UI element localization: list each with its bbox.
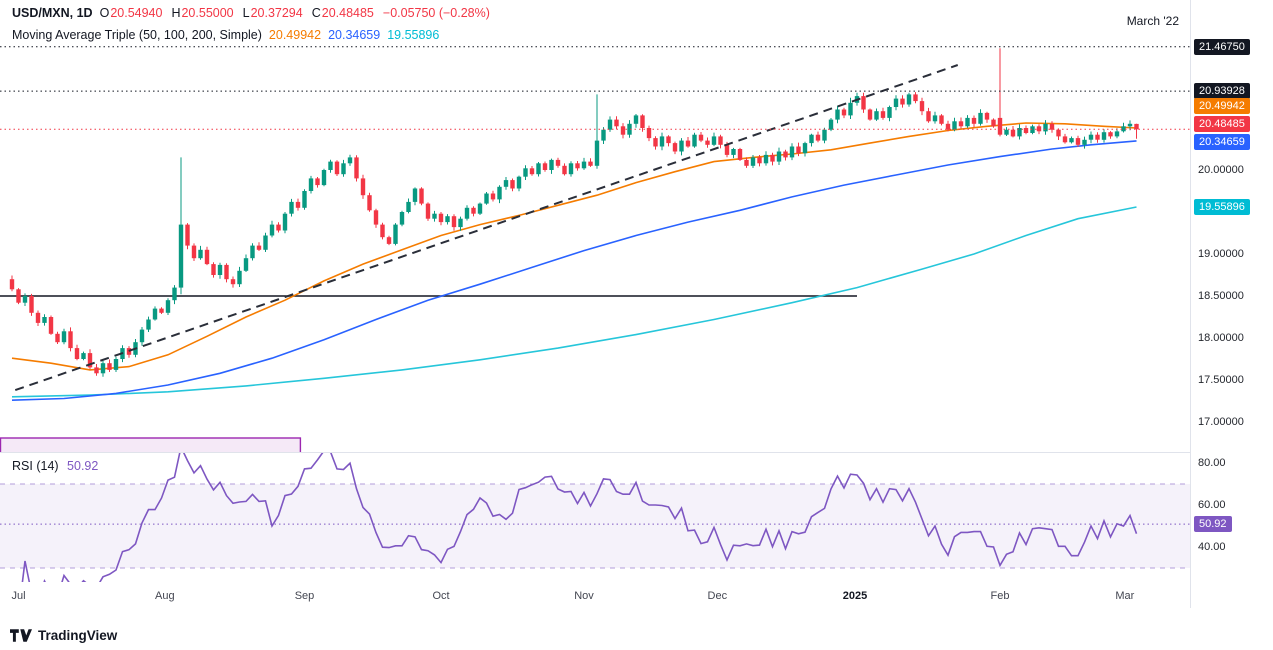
price-axis-label: 17.00000 (1198, 416, 1244, 428)
low-value: 20.37294 (250, 6, 303, 20)
time-axis-label[interactable]: Feb (990, 590, 1010, 602)
time-axis-label[interactable]: Mar (1115, 590, 1135, 602)
tradingview-logo-icon (10, 629, 32, 642)
price-axis-label: 18.50000 (1198, 290, 1244, 302)
tradingview-logo-text: TradingView (38, 628, 118, 643)
time-axis-label[interactable]: Oct (432, 590, 450, 602)
price-axis-badge: 21.46750 (1194, 39, 1250, 55)
price-axis-label: 18.00000 (1198, 332, 1244, 344)
ma50-value: 20.49942 (268, 28, 322, 42)
ma200-value: 19.55896 (387, 28, 440, 42)
rsi-line[interactable] (19, 452, 1138, 582)
rsi-legend: RSI (14) 50.92 (12, 459, 98, 473)
price-chart-pane[interactable] (0, 0, 1190, 452)
time-axis-label[interactable]: Nov (574, 590, 594, 602)
price-axis-label: 19.00000 (1198, 248, 1244, 260)
rsi-indicator-pane[interactable] (0, 452, 1190, 582)
rsi-legend-value: 50.92 (67, 459, 99, 473)
ma-indicator-legend[interactable]: Moving Average Triple (50, 100, 200, Sim… (12, 28, 262, 42)
time-axis-label[interactable]: Dec (707, 590, 728, 602)
chart-legend: USD/MXN, 1D O20.54940 H20.55000 L20.3729… (12, 6, 490, 43)
low-label: L (242, 6, 250, 20)
rsi-axis-label: 80.00 (1198, 457, 1226, 469)
trendline-dashed[interactable] (14, 64, 959, 392)
high-value: 20.55000 (181, 6, 234, 20)
price-axis[interactable]: 20.00000 19.00000 18.50000 18.00000 17.50000… (1190, 0, 1273, 608)
price-axis-badge: 20.49942 (1194, 98, 1250, 114)
symbol-title[interactable]: USD/MXN, 1D (12, 6, 93, 20)
time-axis-label[interactable]: Aug (155, 590, 175, 602)
candles-series[interactable] (9, 48, 1139, 377)
rsi-axis-badge: 50.92 (1194, 516, 1232, 532)
rsi-legend-title[interactable]: RSI (12, 459, 33, 473)
price-axis-badge: 19.55896 (1194, 199, 1250, 215)
close-label: C (311, 6, 321, 20)
price-axis-label: 17.50000 (1198, 374, 1244, 386)
rsi-legend-period: (14) (36, 459, 59, 473)
tradingview-logo[interactable]: TradingView (10, 628, 117, 643)
time-axis-label[interactable]: 2025 (842, 590, 868, 602)
time-axis-label[interactable]: Sep (294, 590, 315, 602)
drawn-rectangle-zone[interactable] (0, 437, 302, 452)
change-value: −0.05750 (−0.28%) (382, 6, 490, 20)
high-label: H (171, 6, 181, 20)
price-axis-badge: 20.93928 (1194, 83, 1250, 99)
price-axis-badge: 20.34659 (1194, 134, 1250, 150)
ma200-line[interactable] (11, 206, 1137, 398)
price-axis-badge: 20.48485 (1194, 116, 1250, 132)
rsi-axis-label: 60.00 (1198, 499, 1226, 511)
pane-separator[interactable] (0, 452, 1273, 453)
open-value: 20.54940 (110, 6, 163, 20)
march-22-text-label[interactable]: March '22 (1126, 14, 1179, 28)
rsi-axis-label: 40.00 (1198, 541, 1226, 553)
time-axis-label[interactable]: Jul (11, 590, 26, 602)
price-axis-label: 20.00000 (1198, 164, 1244, 176)
ma100-line[interactable] (11, 140, 1137, 401)
close-value: 20.48485 (321, 6, 374, 20)
open-label: O (99, 6, 110, 20)
time-axis[interactable]: Jul Aug Sep Oct Nov Dec 2025 Feb Mar (0, 582, 1190, 608)
ma100-value: 20.34659 (328, 28, 381, 42)
